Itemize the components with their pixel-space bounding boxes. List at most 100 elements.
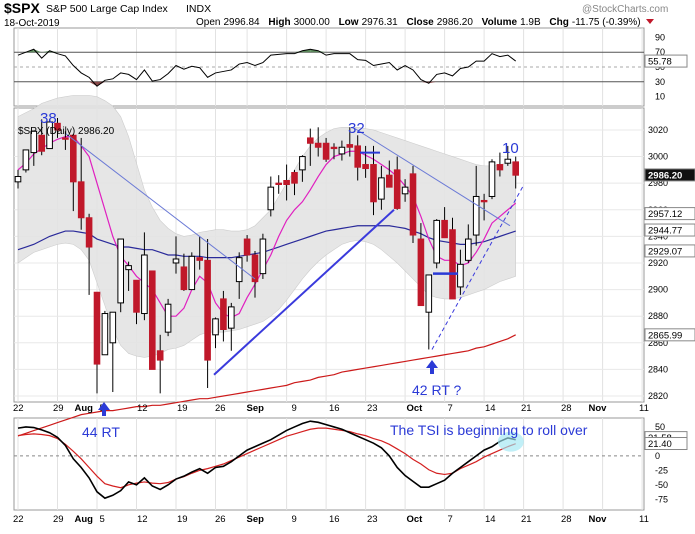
candle-body: [196, 257, 203, 261]
tsi-tick-label: -25: [655, 465, 668, 475]
high-label: High: [268, 17, 290, 28]
tsi-tick-label: -50: [655, 480, 668, 490]
low-label: Low: [339, 17, 359, 28]
x-tick-label: 22: [13, 403, 24, 414]
tsi-tick-label: -75: [655, 494, 668, 504]
x-tick-label: 14: [485, 514, 496, 525]
x-tick-label: Sep: [247, 403, 265, 414]
x-tick-label: Nov: [589, 403, 608, 414]
down-arrow-icon: [646, 19, 654, 24]
candle-body: [283, 180, 290, 185]
candle-body: [101, 313, 109, 356]
candle-body: [220, 298, 227, 330]
candle-body: [93, 291, 101, 365]
candle-body: [62, 137, 69, 140]
candle-body: [480, 199, 488, 203]
tsi-signal-line: [17, 427, 516, 489]
candle-body: [386, 174, 393, 188]
candle-body: [228, 306, 235, 329]
candle-body: [417, 238, 425, 307]
price-tick-label: 2900: [648, 285, 668, 295]
candle-body: [433, 219, 440, 264]
trendline-down-1: [65, 133, 256, 280]
index-name: S&P 500 Large Cap Index: [46, 3, 169, 15]
rsi-oversold-fill: [428, 81, 437, 84]
candle-body: [275, 182, 282, 185]
candle-body: [370, 164, 377, 203]
annotation-10: 10: [502, 140, 519, 157]
candle-body: [409, 173, 417, 236]
candle-body: [330, 146, 338, 150]
candle-body: [449, 229, 456, 300]
price-tick-label: 2840: [648, 364, 668, 374]
symbol: $SPX: [4, 0, 40, 16]
x-tick-label: 26: [215, 514, 226, 525]
open-value: 2996.84: [223, 17, 260, 28]
candle-body: [149, 270, 156, 370]
price-badge-box: [644, 207, 695, 221]
rsi-overbought-fill: [41, 50, 50, 53]
price-badge: 2957.12: [648, 209, 682, 220]
price-tick-label: 2820: [648, 391, 668, 401]
candle-body: [354, 145, 361, 168]
x-tick-label: 16: [329, 514, 340, 525]
tsi-line: [17, 420, 516, 500]
rsi-badge: 55.78: [648, 57, 672, 68]
candle-body: [291, 172, 298, 184]
low-value: 2976.31: [362, 17, 399, 28]
price-badge-box: [644, 168, 695, 182]
tsi-panel: [13, 417, 645, 511]
x-tick-label: 23: [367, 403, 378, 414]
annotation-38: 38: [40, 110, 57, 127]
trendline-down-2: [354, 128, 511, 227]
candle-body: [30, 130, 38, 154]
candle-body: [267, 186, 275, 211]
annotation-42rt: 42 RT ?: [412, 382, 462, 398]
high-value: 3000.00: [294, 17, 331, 28]
x-tick-label: Nov: [589, 514, 608, 525]
x-tick-label: Sep: [247, 514, 265, 525]
price-badge: 2929.07: [648, 246, 682, 257]
price-tick-label: 2920: [648, 258, 668, 268]
x-tick-label: 12: [137, 514, 148, 525]
candle-body: [512, 161, 520, 176]
ma-slow-line: [17, 334, 516, 437]
rsi-line: [17, 48, 516, 87]
candle-body: [425, 274, 433, 313]
candle-body: [243, 238, 251, 256]
x-tick-label: 7: [448, 403, 453, 414]
rsi-oversold-fill: [89, 81, 97, 87]
x-tick-label: 28: [561, 403, 572, 414]
up-arrow-icon: [426, 360, 438, 374]
x-tick-label: 14: [485, 403, 496, 414]
candle-body: [338, 146, 346, 155]
candle-body: [38, 134, 46, 152]
x-tick-label: 11: [639, 403, 649, 414]
candle-body: [46, 121, 53, 150]
rsi-tick-label: 10: [655, 92, 665, 102]
candle-body: [180, 266, 188, 291]
volume-value: 1.9B: [520, 17, 541, 28]
up-arrow-icon: [98, 402, 110, 416]
close-value: 2986.20: [437, 17, 474, 28]
candle-body: [465, 238, 472, 261]
x-tick-label: Aug: [75, 403, 94, 414]
tsi-tick-label: 50: [655, 422, 665, 432]
price-tick-label: 3000: [648, 152, 668, 162]
candle-body: [235, 257, 243, 283]
x-tick-label: 16: [329, 403, 340, 414]
open-label: Open: [196, 17, 220, 28]
candle-body: [299, 156, 306, 171]
candle-body: [504, 158, 512, 164]
tsi-note: The TSI is beginning to roll over: [390, 422, 588, 438]
x-tick-label: Oct: [407, 403, 424, 414]
candle-body: [188, 255, 196, 291]
x-tick-label: 9: [292, 514, 297, 525]
x-tick-label: 28: [561, 514, 572, 525]
tsi-highlight: [497, 431, 524, 452]
price-tick-label: 2980: [648, 178, 668, 188]
candle-body: [125, 265, 132, 271]
candle-body: [472, 195, 480, 236]
candle-body: [322, 142, 330, 160]
